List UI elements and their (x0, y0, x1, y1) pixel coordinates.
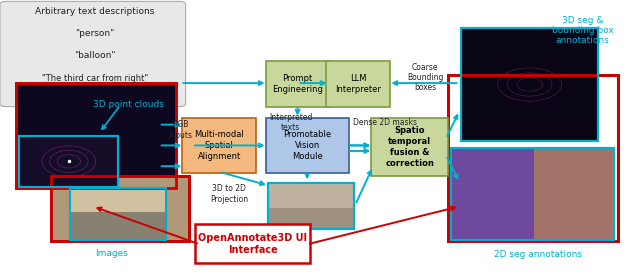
Text: Prompt
Engineering: Prompt Engineering (272, 74, 323, 94)
Bar (70, 212, 166, 240)
FancyBboxPatch shape (182, 118, 256, 173)
Bar (451, 148, 534, 240)
Bar (70, 188, 166, 212)
FancyBboxPatch shape (266, 61, 330, 107)
Text: 3D to 2D
Projection: 3D to 2D Projection (210, 184, 248, 204)
Text: 3D point clouds: 3D point clouds (93, 100, 163, 109)
FancyBboxPatch shape (326, 61, 390, 107)
Bar (534, 148, 614, 240)
Bar (51, 176, 189, 241)
Bar (451, 148, 614, 240)
Bar (70, 188, 166, 240)
Text: Dense 2D masks: Dense 2D masks (353, 118, 417, 127)
Text: Arbitrary text descriptions: Arbitrary text descriptions (35, 7, 154, 16)
Text: Coarse
Bounding
boxes: Coarse Bounding boxes (407, 63, 444, 93)
Text: "balloon": "balloon" (74, 51, 115, 60)
Text: LLM
Interpreter: LLM Interpreter (335, 74, 381, 94)
Text: Multi-modal
Spatial
Alignment: Multi-modal Spatial Alignment (195, 130, 244, 161)
Text: 3D seg &
bounding box
annotations: 3D seg & bounding box annotations (552, 16, 614, 45)
Bar (19, 136, 118, 187)
Bar (451, 148, 614, 240)
Bar (16, 83, 176, 188)
Bar (448, 75, 618, 241)
Bar (268, 183, 354, 229)
Text: 2D seg annotations: 2D seg annotations (493, 250, 582, 259)
FancyBboxPatch shape (266, 118, 349, 173)
Bar (268, 183, 354, 208)
Text: RGB
inputs: RGB inputs (168, 120, 193, 140)
Bar (268, 183, 354, 229)
Text: Images: Images (95, 249, 129, 258)
Bar (461, 28, 598, 141)
FancyBboxPatch shape (0, 1, 186, 107)
Bar (461, 28, 598, 141)
Bar (16, 83, 176, 188)
Text: Interpreted
texts: Interpreted texts (269, 113, 312, 132)
Bar (70, 188, 166, 240)
Bar (268, 208, 354, 229)
Bar (19, 136, 118, 187)
FancyBboxPatch shape (371, 118, 448, 176)
Text: "person": "person" (75, 29, 115, 38)
Text: Promotable
Vision
Module: Promotable Vision Module (283, 130, 332, 161)
FancyBboxPatch shape (195, 224, 310, 263)
Text: Spatio
temporal
fusion &
correction: Spatio temporal fusion & correction (385, 126, 434, 168)
Bar (51, 176, 189, 241)
Bar (448, 75, 618, 241)
Text: OpenAnnotate3D UI
Interface: OpenAnnotate3D UI Interface (198, 233, 307, 255)
Text: "The third car from right": "The third car from right" (42, 75, 148, 83)
